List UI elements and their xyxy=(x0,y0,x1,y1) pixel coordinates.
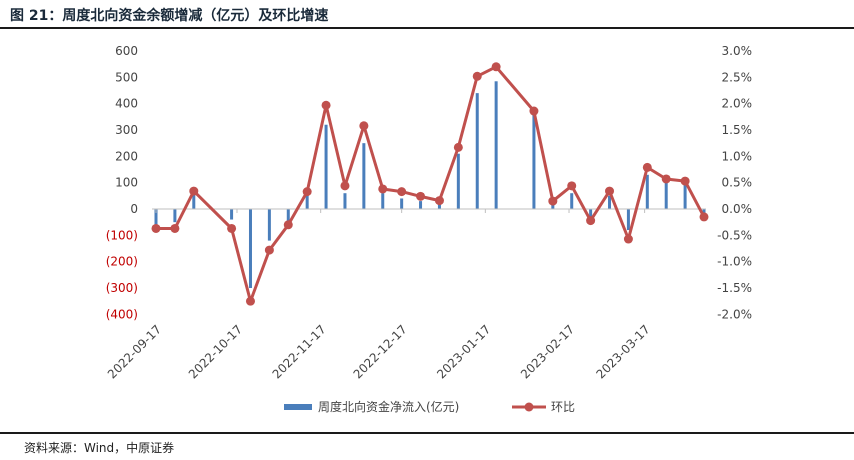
line-point xyxy=(661,174,671,184)
bar xyxy=(626,209,630,231)
y-left-tick-label: 300 xyxy=(115,123,138,137)
bottom-rule xyxy=(0,432,854,434)
line-point xyxy=(472,71,482,81)
line-point xyxy=(642,162,652,172)
y-left-tick-label: 0 xyxy=(130,202,138,216)
bar xyxy=(400,198,404,209)
bar xyxy=(362,143,366,209)
y-left-tick-label: 600 xyxy=(115,44,138,58)
bar xyxy=(381,193,385,209)
y-right-tick-label: -1.5% xyxy=(717,281,752,295)
bar xyxy=(532,114,536,209)
bar xyxy=(494,81,498,209)
y-right-tick-label: -1.0% xyxy=(717,255,752,269)
y-left-tick-label: 500 xyxy=(115,70,138,84)
bar xyxy=(608,195,612,209)
line-point xyxy=(586,216,596,226)
bar xyxy=(192,190,196,209)
y-right-tick-label: 2.5% xyxy=(722,70,753,84)
legend-line-marker xyxy=(524,402,534,412)
x-tick-label: 2023-01-17 xyxy=(434,322,493,381)
top-rule xyxy=(0,27,854,29)
line-point xyxy=(699,212,709,222)
x-tick-label: 2022-12-17 xyxy=(351,322,410,381)
bar xyxy=(475,93,479,209)
bar xyxy=(154,209,158,225)
bar xyxy=(173,209,177,223)
y-right-tick-label: 1.5% xyxy=(722,123,753,137)
line-point xyxy=(302,187,312,197)
y-right-tick-label: 2.0% xyxy=(722,97,753,111)
bar xyxy=(645,174,649,209)
bar xyxy=(267,209,271,241)
line-point xyxy=(623,234,633,244)
y-right-tick-label: -2.0% xyxy=(717,307,752,321)
line-point xyxy=(264,245,274,255)
bar xyxy=(286,209,290,223)
bar xyxy=(551,203,555,209)
line-point xyxy=(605,186,615,196)
line-point xyxy=(416,191,426,201)
bar xyxy=(419,201,423,209)
legend-bar-label: 周度北向资金净流入(亿元) xyxy=(318,399,459,414)
y-left-tick-label: (400) xyxy=(106,307,138,321)
bar xyxy=(437,203,441,209)
x-tick-label: 2022-10-17 xyxy=(186,322,245,381)
bar xyxy=(324,124,328,209)
legend-bar-swatch xyxy=(284,404,312,410)
line-point xyxy=(321,100,331,110)
line-point xyxy=(189,186,199,196)
bar xyxy=(664,180,668,209)
page-title: 图 21：周度北向资金余额增减（亿元）及环比增速 xyxy=(10,8,329,24)
bar xyxy=(230,209,234,220)
line-point xyxy=(680,176,690,186)
source-note: 资料来源：Wind，中原证券 xyxy=(24,441,175,455)
line-point xyxy=(548,196,558,206)
line-point xyxy=(567,181,577,191)
legend-line-label: 环比 xyxy=(551,400,575,414)
line-point xyxy=(151,223,161,233)
line-point xyxy=(227,223,237,233)
line-series xyxy=(156,65,706,303)
line-point xyxy=(378,184,388,194)
y-left-tick-label: 400 xyxy=(115,97,138,111)
y-left-tick-label: 100 xyxy=(115,176,138,190)
bar xyxy=(343,193,347,209)
line-point xyxy=(397,187,407,197)
y-right-tick-label: 1.0% xyxy=(722,149,753,163)
bar xyxy=(702,209,706,213)
line-point xyxy=(340,181,350,191)
line-point xyxy=(434,196,444,206)
y-left-tick-label: (200) xyxy=(106,255,138,269)
bar xyxy=(248,209,252,288)
title-bar: 图 21：周度北向资金余额增减（亿元）及环比增速 xyxy=(0,0,854,28)
line-point xyxy=(529,106,539,116)
line-point xyxy=(359,121,369,131)
line-point xyxy=(245,296,255,306)
y-left-tick-label: (300) xyxy=(106,281,138,295)
line-point xyxy=(283,220,293,230)
bar xyxy=(570,193,574,209)
y-right-tick-label: 0.0% xyxy=(722,202,753,216)
y-right-tick-label: 3.0% xyxy=(722,44,753,58)
y-right-tick-label: -0.5% xyxy=(717,228,752,242)
bar xyxy=(305,193,309,209)
x-tick-label: 2023-03-17 xyxy=(594,322,653,381)
y-left-tick-label: (100) xyxy=(106,228,138,242)
line-point xyxy=(453,142,463,152)
bar xyxy=(683,182,687,209)
line-point xyxy=(491,62,501,72)
x-tick-label: 2023-02-17 xyxy=(518,322,577,381)
bar xyxy=(456,153,460,209)
y-left-tick-label: 200 xyxy=(115,149,138,163)
y-right-tick-label: 0.5% xyxy=(722,176,753,190)
bar xyxy=(589,209,593,217)
line-point xyxy=(170,223,180,233)
x-tick-label: 2022-09-17 xyxy=(105,322,164,381)
x-tick-label: 2022-11-17 xyxy=(270,322,329,381)
